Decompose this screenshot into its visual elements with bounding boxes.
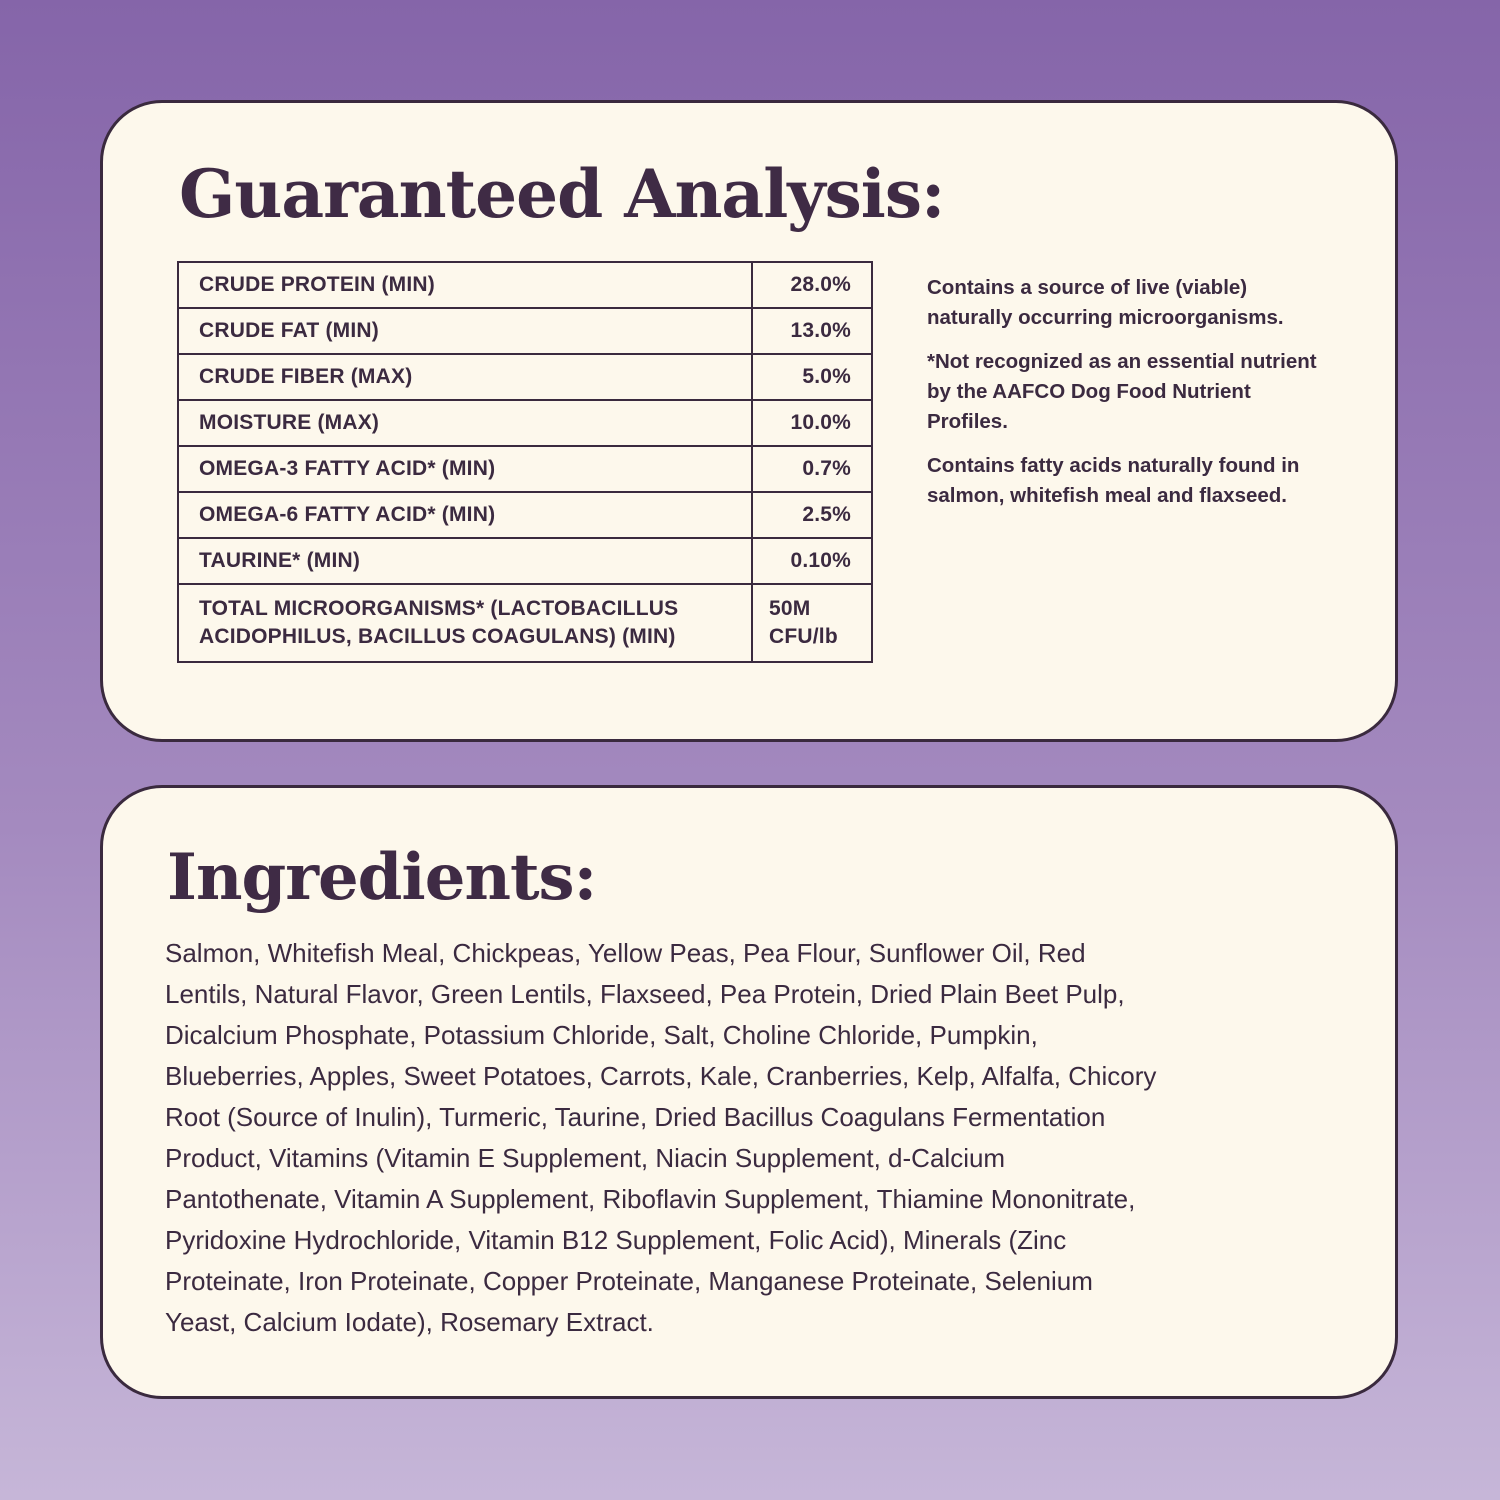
- nutrient-value: 5.0%: [751, 353, 873, 401]
- note: *Not recognized as an essential nutrient…: [927, 350, 1317, 433]
- table-row: TOTAL MICROORGANISMS* (LACTOBACILLUS ACID…: [177, 583, 873, 663]
- label-line: TOTAL MICROORGANISMS* (LACTOBACILLUS: [199, 597, 679, 620]
- nutrient-label: MOISTURE (MAX): [177, 399, 753, 447]
- ingredients-card: Ingredients: Salmon, Whitefish Meal, Chi…: [100, 785, 1398, 1399]
- table-row: CRUDE FAT (MIN) 13.0%: [177, 307, 873, 355]
- ingredients-line: Yeast, Calcium Iodate), Rosemary Extract…: [165, 1307, 654, 1337]
- ingredients-list: Salmon, Whitefish Meal, Chickpeas, Yello…: [165, 933, 1156, 1343]
- nutrient-label: OMEGA-3 FATTY ACID* (MIN): [177, 445, 753, 493]
- nutrient-value: 2.5%: [751, 491, 873, 539]
- table-row: CRUDE PROTEIN (MIN) 28.0%: [177, 261, 873, 309]
- label-line: ACIDOPHILUS, BACILLUS COAGULANS) (MIN): [199, 625, 676, 648]
- nutrient-label: TOTAL MICROORGANISMS* (LACTOBACILLUS ACID…: [177, 583, 753, 663]
- nutrient-value: 10.0%: [751, 399, 873, 447]
- analysis-notes: Contains a source of live (viable) natur…: [927, 273, 1327, 525]
- guaranteed-analysis-table: CRUDE PROTEIN (MIN) 28.0% CRUDE FAT (MIN)…: [177, 261, 873, 663]
- table-row: OMEGA-3 FATTY ACID* (MIN) 0.7%: [177, 445, 873, 493]
- table-row: CRUDE FIBER (MAX) 5.0%: [177, 353, 873, 401]
- nutrient-label: TAURINE* (MIN): [177, 537, 753, 585]
- nutrient-label: OMEGA-6 FATTY ACID* (MIN): [177, 491, 753, 539]
- ingredients-title: Ingredients:: [167, 840, 597, 915]
- guaranteed-analysis-title: Guaranteed Analysis:: [179, 155, 945, 233]
- note: Contains a source of live (viable) natur…: [927, 276, 1284, 329]
- ingredients-line: Salmon, Whitefish Meal, Chickpeas, Yello…: [165, 938, 1086, 968]
- ingredients-line: Product, Vitamins (Vitamin E Supplement,…: [165, 1143, 1006, 1173]
- note: Contains fatty acids naturally found in …: [927, 454, 1300, 507]
- table-row: TAURINE* (MIN) 0.10%: [177, 537, 873, 585]
- ingredients-line: Proteinate, Iron Proteinate, Copper Prot…: [165, 1266, 1093, 1296]
- ingredients-line: Pyridoxine Hydrochloride, Vitamin B12 Su…: [165, 1225, 1067, 1255]
- nutrient-value: 0.7%: [751, 445, 873, 493]
- nutrient-value: 0.10%: [751, 537, 873, 585]
- value-line: CFU/lb: [769, 625, 838, 648]
- ingredients-line: Dicalcium Phosphate, Potassium Chloride,…: [165, 1020, 1038, 1050]
- nutrient-label: CRUDE FAT (MIN): [177, 307, 753, 355]
- table-row: MOISTURE (MAX) 10.0%: [177, 399, 873, 447]
- ingredients-line: Root (Source of Inulin), Turmeric, Tauri…: [165, 1102, 1106, 1132]
- nutrient-value: 28.0%: [751, 261, 873, 309]
- table-row: OMEGA-6 FATTY ACID* (MIN) 2.5%: [177, 491, 873, 539]
- value-line: 50M: [769, 597, 811, 620]
- nutrient-label: CRUDE FIBER (MAX): [177, 353, 753, 401]
- nutrient-value: 13.0%: [751, 307, 873, 355]
- ingredients-line: Pantothenate, Vitamin A Supplement, Ribo…: [165, 1184, 1136, 1214]
- nutrient-label: CRUDE PROTEIN (MIN): [177, 261, 753, 309]
- guaranteed-analysis-card: Guaranteed Analysis: CRUDE PROTEIN (MIN)…: [100, 100, 1398, 742]
- ingredients-line: Lentils, Natural Flavor, Green Lentils, …: [165, 979, 1125, 1009]
- nutrient-value: 50M CFU/lb: [751, 583, 873, 663]
- ingredients-line: Blueberries, Apples, Sweet Potatoes, Car…: [165, 1061, 1157, 1091]
